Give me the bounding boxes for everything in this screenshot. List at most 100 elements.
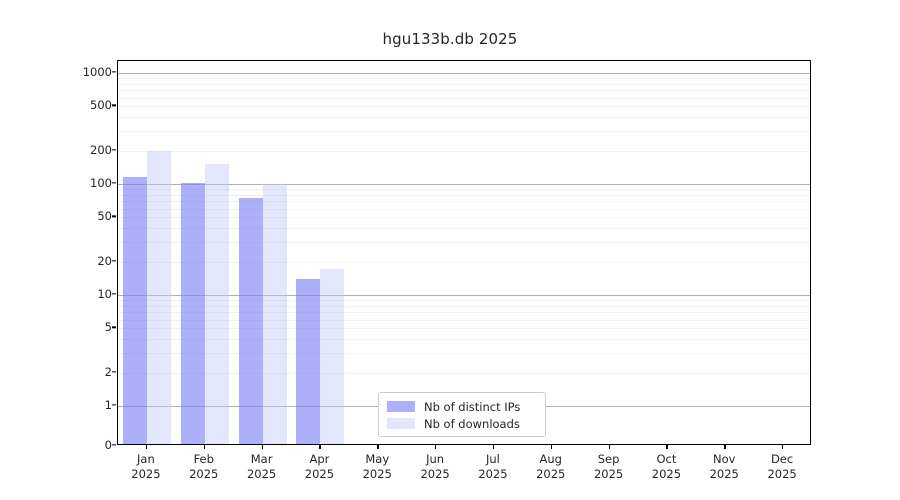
y-axis-tick-mark (112, 404, 116, 406)
x-axis-tick-label: Oct 2025 (652, 452, 681, 482)
gridline (118, 184, 810, 185)
x-axis-tick-mark (261, 445, 263, 449)
gridline (118, 217, 810, 219)
bar (296, 278, 321, 444)
y-axis-tick-label: 5 (104, 320, 112, 335)
y-axis-tick-mark (112, 326, 116, 329)
x-axis-tick-label: Jan 2025 (131, 452, 160, 482)
gridline (118, 97, 810, 99)
x-axis-tick-label-month: Jan (137, 452, 155, 466)
y-axis-tick-label: 200 (90, 142, 112, 157)
x-axis-tick-label-year: 2025 (304, 467, 335, 481)
gridline (118, 353, 810, 355)
x-axis-tick-mark (666, 445, 668, 449)
gridline (118, 242, 810, 244)
y-axis-tick-mark (112, 293, 116, 295)
x-axis-tick-label-month: Sep (597, 452, 620, 466)
x-axis-tick-label-month: May (365, 452, 390, 466)
bar (146, 150, 171, 444)
x-axis-tick-label: Nov 2025 (710, 452, 739, 482)
x-axis-tick-label-year: 2025 (767, 467, 797, 481)
gridline (118, 312, 810, 314)
x-axis-tick-label: Apr 2025 (305, 452, 334, 482)
y-axis-tick-label: 2 (104, 364, 112, 379)
legend-item[interactable]: Nb of downloads (387, 415, 537, 432)
x-axis-tick-mark (782, 445, 784, 449)
bar (180, 183, 205, 444)
x-axis-tick-label-month: Jun (426, 452, 445, 466)
x-axis-tick-label-year: 2025 (651, 467, 682, 481)
y-axis-tick-mark (112, 444, 116, 446)
x-axis-tick-label-month: Aug (539, 452, 562, 466)
gridline (118, 328, 810, 330)
y-axis-tick-mark (112, 148, 116, 151)
legend-swatch-icon (387, 401, 415, 412)
y-axis-tick-mark (112, 71, 116, 73)
y-axis-tick-label: 500 (90, 98, 112, 113)
x-axis-tick-label-month: Dec (770, 452, 794, 466)
legend-swatch-icon (387, 418, 415, 429)
gridline (118, 83, 810, 85)
gridline (118, 305, 810, 307)
x-axis-tick-label-year: 2025 (362, 467, 392, 481)
y-axis-tick-label: 20 (97, 253, 112, 268)
gridline (118, 90, 810, 92)
bar (320, 269, 345, 444)
bar (204, 164, 229, 444)
y-axis-tick-label: 100 (90, 176, 112, 190)
x-axis-tick-label-month: Feb (193, 452, 214, 466)
gridline (118, 372, 810, 374)
gridline (118, 78, 810, 80)
bar (122, 177, 147, 444)
x-axis-tick-mark (319, 445, 321, 449)
y-axis-tick-mark (112, 215, 116, 218)
x-axis-tick-label-month: Mar (250, 452, 273, 466)
x-axis-tick-label-month: Jul (485, 452, 500, 466)
y-axis-tick-mark (112, 182, 116, 184)
x-axis-tick-mark (145, 445, 148, 449)
chart-title: hgu133b.db 2025 (382, 30, 518, 48)
x-axis-tick-label-month: Apr (309, 452, 330, 466)
y-axis-tick-mark (112, 259, 116, 262)
gridline (118, 194, 810, 196)
gridline (118, 228, 810, 230)
x-axis-tick-mark (608, 445, 610, 449)
x-axis-tick-label-year: 2025 (478, 467, 508, 481)
x-axis-tick-label: Dec 2025 (767, 452, 796, 482)
gridline (118, 319, 810, 321)
x-axis-tick-label-year: 2025 (246, 467, 277, 481)
gridline (118, 339, 810, 341)
x-axis-tick-label: Jul 2025 (478, 452, 507, 482)
y-axis-tick-label: 10 (97, 287, 112, 301)
y-axis-tick-mark (112, 370, 116, 373)
x-axis-tick-label: Jun 2025 (420, 452, 449, 482)
legend-label: Nb of distinct IPs (424, 399, 521, 414)
gridline (118, 73, 810, 74)
x-axis-tick-label-year: 2025 (536, 467, 566, 481)
gridline (118, 131, 810, 133)
x-axis-tick-label-month: Oct (656, 452, 677, 466)
gridline (118, 117, 810, 119)
x-axis-tick-label: May 2025 (363, 452, 392, 482)
plot-area (117, 60, 811, 445)
x-axis-tick-label-year: 2025 (131, 467, 161, 481)
gridline (118, 150, 810, 152)
legend-item[interactable]: Nb of distinct IPs (387, 398, 537, 415)
x-axis-tick-label: Mar 2025 (247, 452, 276, 482)
gridline (118, 295, 810, 296)
legend-label: Nb of downloads (424, 416, 520, 431)
bar (262, 183, 287, 444)
y-axis-tick-labels: 0 1 2 5 10 20 50 100 200 500 1000 (60, 0, 112, 500)
y-axis-tick-label: 1000 (82, 65, 112, 79)
x-axis-tick-label-year: 2025 (420, 467, 450, 481)
x-axis-tick-mark (724, 445, 726, 449)
x-axis-tick-mark (203, 445, 206, 449)
x-axis-tick-label: Aug 2025 (536, 452, 565, 482)
x-axis-tick-mark (435, 445, 437, 449)
gridline (118, 189, 810, 191)
y-axis-tick-marks (112, 0, 118, 500)
bar (238, 197, 263, 444)
x-axis-tick-mark (492, 445, 495, 449)
x-axis-tick-label: Sep 2025 (594, 452, 623, 482)
